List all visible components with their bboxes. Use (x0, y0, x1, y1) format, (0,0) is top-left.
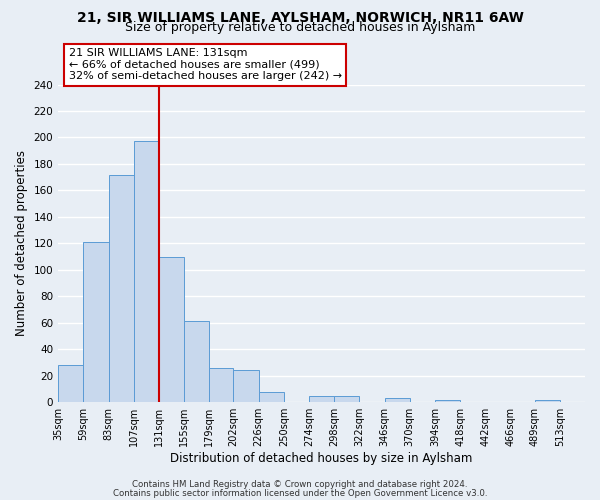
Bar (435, 400, 460, 402)
Bar (309, 396, 334, 402)
Bar (334, 396, 359, 402)
Text: 21 SIR WILLIAMS LANE: 131sqm
← 66% of detached houses are smaller (499)
32% of s: 21 SIR WILLIAMS LANE: 131sqm ← 66% of de… (69, 48, 342, 82)
Bar (83, 242, 109, 402)
Bar (159, 256, 184, 402)
Bar (109, 174, 134, 402)
Bar (134, 142, 159, 402)
Text: 21, SIR WILLIAMS LANE, AYLSHAM, NORWICH, NR11 6AW: 21, SIR WILLIAMS LANE, AYLSHAM, NORWICH,… (77, 11, 523, 25)
Bar (184, 322, 209, 402)
Bar (233, 370, 259, 402)
Bar (58, 365, 83, 402)
Text: Contains public sector information licensed under the Open Government Licence v3: Contains public sector information licen… (113, 489, 487, 498)
Bar (535, 400, 560, 402)
Bar (209, 368, 233, 402)
Bar (259, 392, 284, 402)
X-axis label: Distribution of detached houses by size in Aylsham: Distribution of detached houses by size … (170, 452, 473, 465)
Text: Contains HM Land Registry data © Crown copyright and database right 2024.: Contains HM Land Registry data © Crown c… (132, 480, 468, 489)
Bar (385, 398, 410, 402)
Text: Size of property relative to detached houses in Aylsham: Size of property relative to detached ho… (125, 21, 475, 34)
Y-axis label: Number of detached properties: Number of detached properties (15, 150, 28, 336)
